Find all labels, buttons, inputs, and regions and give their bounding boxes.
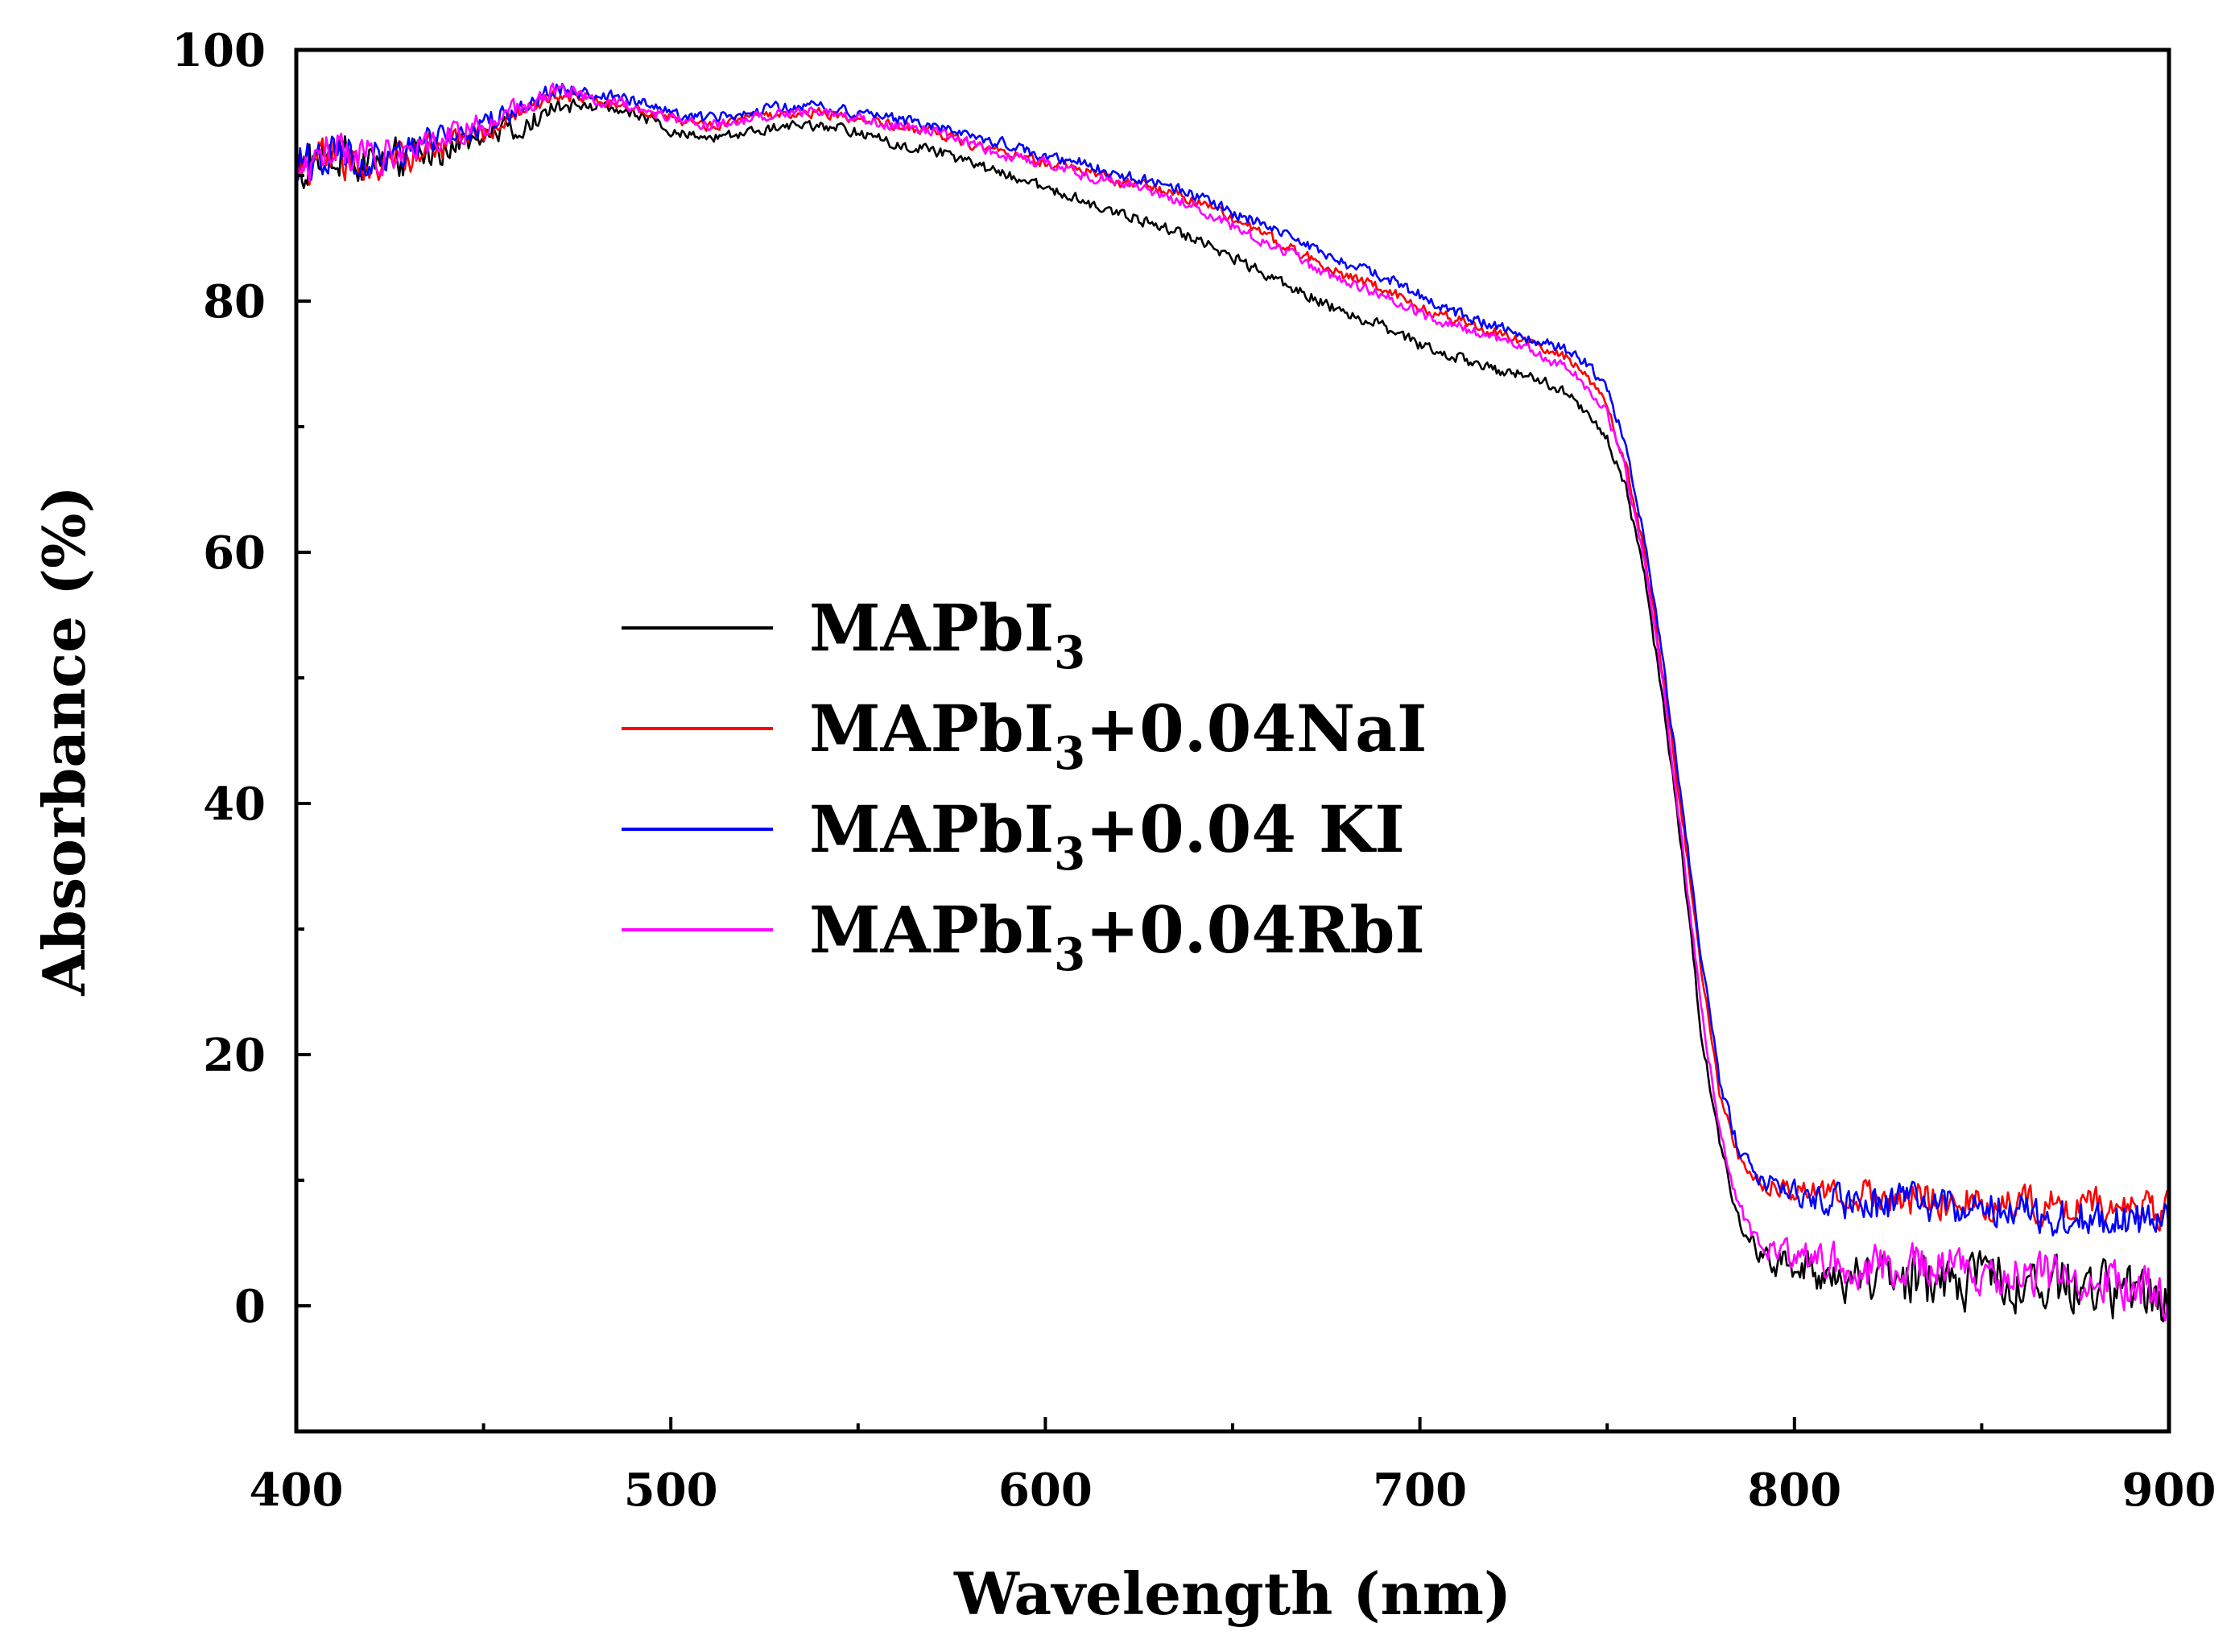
legend-label: MAPbI3 (809, 590, 1085, 679)
series-layer (296, 82, 2169, 1323)
y-tick-label: 0 (234, 1280, 266, 1333)
axes-layer: 400 500 600 700 800 900 0 20 40 60 80 100 (171, 24, 2216, 1517)
x-tick-label: 600 (998, 1464, 1093, 1517)
x-tick-label: 900 (2122, 1464, 2216, 1517)
y-tick-label: 80 (203, 275, 266, 328)
legend-label: MAPbI3+0.04 KI (809, 791, 1405, 881)
legend-label: MAPbI3+0.04RbI (809, 892, 1425, 981)
x-axis-title: Wavelength (nm) (953, 1559, 1511, 1628)
y-axis-title: Absorbance (%) (30, 485, 98, 996)
y-tick-label: 100 (171, 24, 266, 77)
y-tick-label: 20 (203, 1029, 266, 1082)
x-tick-label: 400 (250, 1464, 344, 1517)
x-tick-label: 500 (624, 1464, 718, 1517)
series-line (296, 83, 2169, 1237)
legend-label: MAPbI3+0.04NaI (809, 691, 1427, 780)
y-tick-label: 40 (203, 778, 266, 831)
y-tick-label: 60 (203, 527, 266, 580)
x-tick-label: 700 (1373, 1464, 1467, 1517)
x-tick-label: 800 (1747, 1464, 1841, 1517)
legend: MAPbI3 MAPbI3+0.04NaI MAPbI3+0.04 KI MAPbI3… (622, 590, 1427, 981)
series-line (296, 98, 2169, 1323)
series-line (296, 82, 2169, 1322)
